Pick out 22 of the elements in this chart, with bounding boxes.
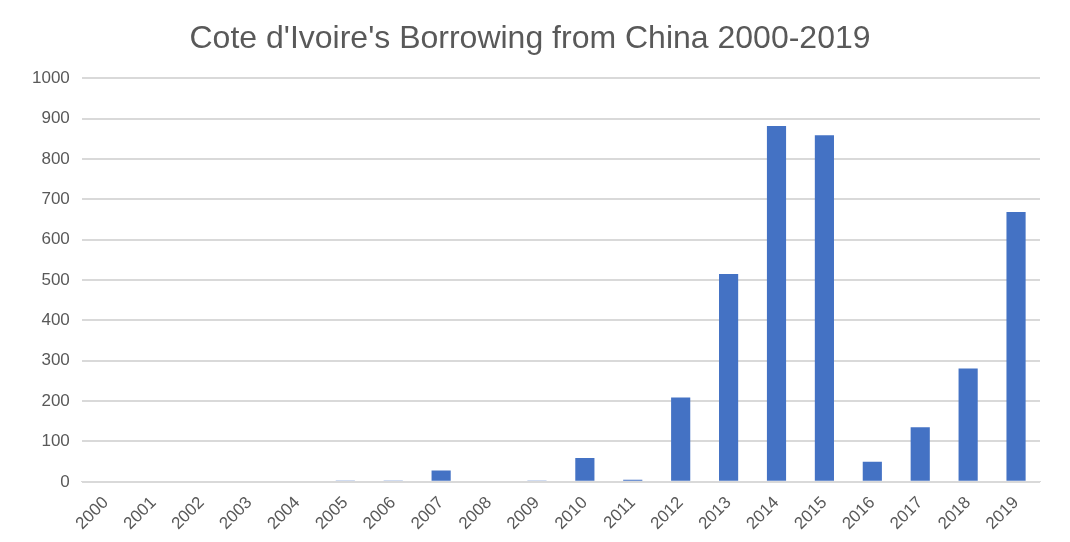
bar — [431, 470, 451, 481]
y-tick-label: 700 — [41, 189, 70, 209]
y-tick-label: 0 — [60, 471, 70, 491]
bar — [862, 461, 882, 481]
y-tick-label: 400 — [41, 310, 70, 330]
bar — [719, 274, 739, 481]
y-tick-label: 300 — [41, 350, 70, 370]
bar — [910, 427, 930, 481]
bar — [766, 126, 787, 481]
bar — [814, 135, 834, 481]
y-tick-label: 600 — [41, 229, 70, 249]
y-tick-label: 200 — [41, 390, 70, 410]
chart-title: Cote d'Ivoire's Borrowing from China 2000-2019 — [189, 19, 871, 56]
y-tick-label: 800 — [41, 148, 70, 168]
y-tick-label: 500 — [41, 269, 70, 289]
bar — [958, 368, 978, 481]
y-tick-label: 900 — [41, 108, 70, 128]
bar — [1006, 211, 1026, 481]
bar — [575, 458, 595, 481]
y-tick-label: 1000 — [31, 68, 70, 88]
bar — [671, 397, 691, 481]
y-tick-label: 100 — [41, 431, 70, 451]
